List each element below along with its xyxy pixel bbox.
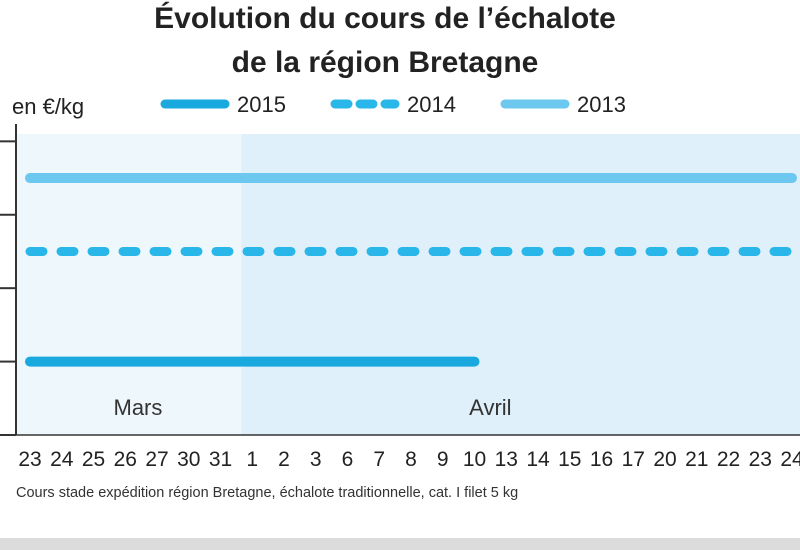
x-tick-label: 23	[18, 448, 41, 471]
x-tick-label: 25	[82, 448, 105, 471]
month-label: Mars	[114, 395, 163, 420]
x-tick-label: 16	[590, 448, 613, 471]
march-band	[16, 134, 242, 435]
legend-label-2014: 2014	[407, 92, 456, 117]
x-tick-label: 24	[780, 448, 800, 471]
x-tick-label: 7	[373, 448, 385, 471]
footnote: Cours stade expédition région Bretagne, …	[16, 485, 518, 501]
x-tick-label: 8	[405, 448, 417, 471]
x-tick-label: 26	[114, 448, 137, 471]
x-tick-label: 6	[342, 448, 354, 471]
x-tick-label: 31	[209, 448, 232, 471]
month-label: Avril	[469, 395, 511, 420]
bottom-strip	[0, 538, 800, 550]
x-tick-label: 14	[526, 448, 550, 471]
x-tick-label: 27	[145, 448, 168, 471]
chart-title-line2: de la région Bretagne	[232, 46, 539, 79]
x-tick-label: 3	[310, 448, 322, 471]
april-band	[241, 134, 800, 435]
x-tick-label: 2	[278, 448, 290, 471]
x-tick-label: 1	[246, 448, 258, 471]
y-axis-label: en €/kg	[12, 94, 84, 119]
legend: 2015 2014 2013	[160, 92, 626, 117]
x-tick-label: 23	[749, 448, 772, 471]
x-tick-label: 24	[50, 448, 74, 471]
x-tick-label: 13	[495, 448, 518, 471]
x-tick-label: 21	[685, 448, 708, 471]
x-tick-label: 17	[622, 448, 645, 471]
x-tick-label: 22	[717, 448, 740, 471]
x-tick-label: 30	[177, 448, 200, 471]
legend-label-2015: 2015	[237, 92, 286, 117]
x-tick-label: 10	[463, 448, 486, 471]
legend-label-2013: 2013	[577, 92, 626, 117]
x-axis-ticks: 23 24 25 26 27 30 31 1 2 3 6 7 8 9 10 13 14 15 16 17 20 21 22 2…	[18, 448, 800, 471]
chart-title-line1: Évolution du cours de l’échalote	[154, 1, 616, 35]
x-tick-label: 15	[558, 448, 581, 471]
plot-area: Mars Avril	[0, 124, 800, 436]
x-tick-label: 20	[653, 448, 676, 471]
x-tick-label: 9	[437, 448, 449, 471]
